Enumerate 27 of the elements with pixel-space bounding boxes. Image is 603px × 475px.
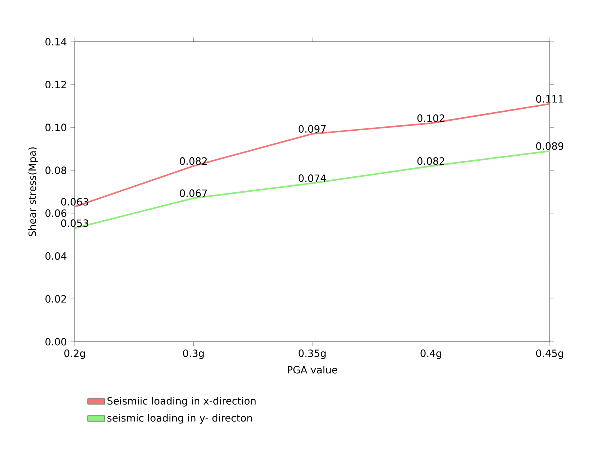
data-label: 0.074	[298, 174, 326, 182]
x-tick-label: 0.3g	[183, 350, 204, 360]
data-label: 0.082	[418, 158, 445, 166]
y-tick-label: 0.12	[46, 81, 66, 89]
x-tick-label: 0.4g	[420, 350, 442, 360]
x-tick-label: 0.35g	[298, 350, 326, 360]
legend-label: seismic loading in y- directon	[108, 414, 252, 424]
data-label: 0.102	[418, 114, 445, 122]
data-label: 0.067	[180, 190, 208, 198]
x-axis-title: PGA value	[288, 366, 338, 374]
y-tick-label: 0.02	[46, 295, 66, 303]
x-tick-label: 0.2g	[64, 350, 86, 360]
y-tick-label: 0.08	[46, 166, 67, 174]
data-label: 0.053	[61, 220, 88, 228]
data-label: 0.111	[536, 95, 564, 103]
y-tick-label: 0.06	[46, 210, 67, 218]
legend-label: Seismiic loading in x-direction	[108, 397, 256, 407]
y-tick-label: 0.04	[46, 252, 67, 260]
data-label: 0.089	[536, 142, 564, 150]
y-tick-label: 0.10	[46, 124, 67, 132]
data-label: 0.063	[61, 198, 88, 206]
data-label: 0.082	[180, 158, 208, 166]
y-tick-label: 0.00	[46, 338, 67, 346]
y-axis-title: Shear stress(Mpa)	[28, 148, 38, 237]
y-tick-label: 0.14	[46, 38, 67, 46]
data-label: 0.097	[298, 125, 326, 133]
x-tick-label: 0.45g	[536, 350, 564, 360]
